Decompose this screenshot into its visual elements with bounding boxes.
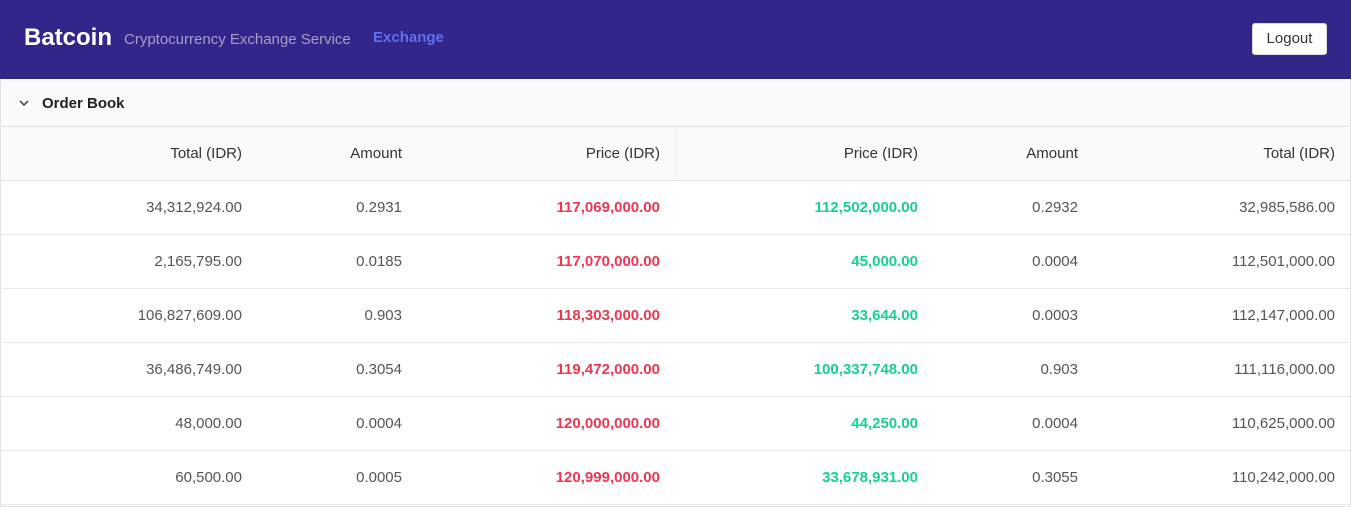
ask-total-cell: 34,312,924.00 [146,199,242,216]
table-row[interactable]: 48,000.00 0.0004 120,000,000.00 44,250.00 0.… [1,397,1350,451]
column-header-ask-amount: Amount [350,145,402,162]
table-row[interactable]: 2,165,795.00 0.0185 117,070,000.00 45,000.0… [1,235,1350,289]
ask-total-cell: 60,500.00 [175,469,242,486]
ask-amount-cell: 0.0004 [356,415,402,432]
ask-price-cell: 117,069,000.00 [556,199,660,216]
ask-amount-cell: 0.0005 [356,469,402,486]
table-row[interactable]: 106,827,609.00 0.903 118,303,000.00 33,644.… [1,289,1350,343]
brand-tagline: Cryptocurrency Exchange Service [124,31,351,48]
column-header-ask-price: Price (IDR) [585,145,660,162]
ask-price-cell: 117,070,000.00 [556,253,660,270]
bid-amount-cell: 0.0003 [1032,307,1078,324]
column-header-bid-amount: Amount [1026,145,1078,162]
table-header-row: Total (IDR) Amount Price (IDR) Price (ID… [1,127,1350,181]
table-row[interactable]: 36,486,749.00 0.3054 119,472,000.00 100,337… [1,343,1350,397]
order-book-table: Total (IDR) Amount Price (IDR) Price (ID… [1,127,1350,505]
brand-logo[interactable]: Batcoin [24,24,113,51]
bid-total-cell: 110,242,000.00 [1231,469,1335,486]
bid-total-cell: 112,501,000.00 [1231,253,1335,270]
logout-button[interactable]: Logout [1252,23,1327,55]
bid-price-cell: 100,337,748.00 [813,361,918,378]
ask-price-cell: 119,472,000.00 [556,361,660,378]
ask-amount-cell: 0.3054 [356,361,402,378]
bid-amount-cell: 0.3055 [1032,469,1078,486]
bid-price-cell: 45,000.00 [851,253,918,270]
bid-amount-cell: 0.903 [1040,361,1078,378]
top-navbar: Batcoin Cryptocurrency Exchange Service … [0,0,1351,79]
table-row[interactable]: 34,312,924.00 0.2931 117,069,000.00 112,502… [1,181,1350,235]
column-header-bid-price: Price (IDR) [843,145,918,162]
ask-amount-cell: 0.0185 [356,253,402,270]
ask-price-cell: 120,999,000.00 [555,469,660,486]
bid-amount-cell: 0.2932 [1032,199,1078,216]
order-book-panel: Order Book Total (IDR) Amount Price (IDR… [0,79,1351,507]
ask-total-cell: 48,000.00 [175,415,242,432]
bid-total-cell: 32,985,586.00 [1239,199,1335,216]
table-row[interactable]: 60,500.00 0.0005 120,999,000.00 33,678,931.… [1,451,1350,505]
chevron-down-icon[interactable] [18,97,30,109]
bid-amount-cell: 0.0004 [1032,415,1078,432]
nav-link-exchange[interactable]: Exchange [373,29,444,46]
ask-total-cell: 106,827,609.00 [137,307,242,324]
bid-amount-cell: 0.0004 [1032,253,1078,270]
ask-price-cell: 120,000,000.00 [555,415,660,432]
column-header-bid-total: Total (IDR) [1263,145,1335,162]
ask-total-cell: 36,486,749.00 [146,361,242,378]
column-divider [675,127,676,180]
bid-total-cell: 110,625,000.00 [1231,415,1335,432]
ask-amount-cell: 0.2931 [356,199,402,216]
order-book-title: Order Book [42,95,125,112]
column-header-ask-total: Total (IDR) [170,145,242,162]
order-book-header[interactable]: Order Book [1,79,1350,127]
bid-price-cell: 44,250.00 [851,415,918,432]
ask-amount-cell: 0.903 [364,307,402,324]
bid-price-cell: 112,502,000.00 [814,199,918,216]
bid-total-cell: 111,116,000.00 [1234,361,1335,378]
bid-total-cell: 112,147,000.00 [1231,307,1335,324]
ask-total-cell: 2,165,795.00 [154,253,242,270]
ask-price-cell: 118,303,000.00 [556,307,660,324]
bid-price-cell: 33,678,931.00 [822,469,918,486]
bid-price-cell: 33,644.00 [851,307,918,324]
